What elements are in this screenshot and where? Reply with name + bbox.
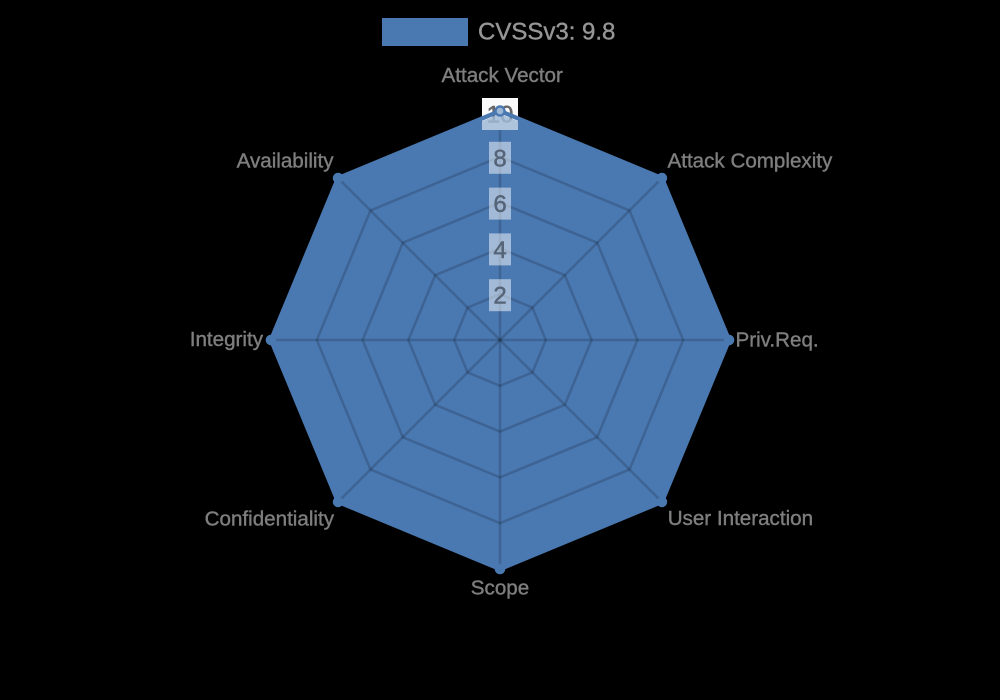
svg-text:4: 4 xyxy=(493,237,506,264)
svg-text:User Interaction: User Interaction xyxy=(668,507,813,530)
svg-text:Attack Complexity: Attack Complexity xyxy=(668,150,834,173)
svg-text:Priv.Req.: Priv.Req. xyxy=(736,329,819,352)
svg-text:Scope: Scope xyxy=(471,577,529,600)
svg-text:Confidentiality: Confidentiality xyxy=(205,507,335,530)
svg-text:CVSSv3: 9.8: CVSSv3: 9.8 xyxy=(478,19,615,46)
svg-text:Attack Vector: Attack Vector xyxy=(442,64,563,87)
svg-text:8: 8 xyxy=(493,145,506,172)
svg-text:2: 2 xyxy=(493,283,506,310)
svg-text:Availability: Availability xyxy=(237,150,335,173)
svg-text:6: 6 xyxy=(493,191,506,218)
svg-text:Integrity: Integrity xyxy=(190,328,264,351)
